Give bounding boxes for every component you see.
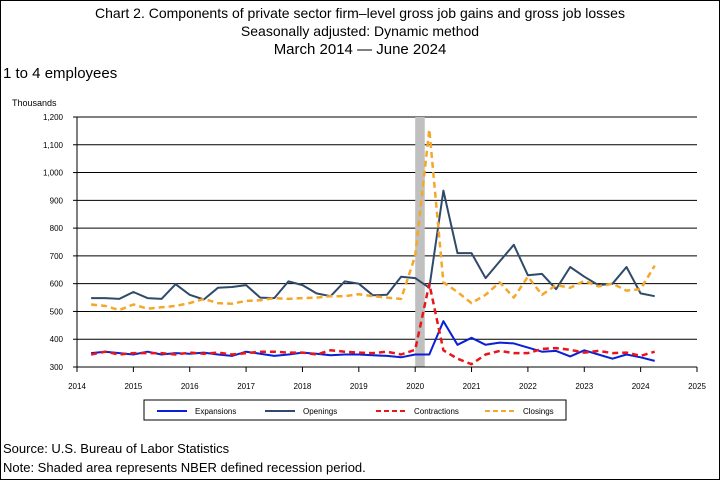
legend-label-expansions: Expansions: [195, 407, 236, 416]
series-line-closings: [90, 128, 656, 312]
series-line-contractions: [90, 282, 656, 366]
y-tick-label: 500: [50, 307, 64, 316]
legend: Expansions Openings Contractions Closings: [143, 399, 567, 421]
x-tick-label: 2024: [632, 382, 650, 391]
y-tick-label: 600: [50, 280, 64, 289]
x-tick-label: 2014: [68, 382, 86, 391]
recession-bar: [415, 117, 425, 367]
y-tick-label: 1,200: [43, 113, 64, 122]
x-tick-label: 2016: [181, 382, 199, 391]
legend-label-openings: Openings: [303, 407, 337, 416]
gridlines: [77, 116, 697, 368]
recession-shading: [415, 117, 425, 367]
x-tick-label: 2019: [350, 382, 368, 391]
series-line-openings: [91, 189, 655, 301]
chart-title-line2: Seasonally adjusted: Dynamic method: [240, 23, 480, 39]
y-tick-label: 700: [50, 252, 64, 261]
x-tick-label: 2018: [294, 382, 312, 391]
chart-subtitle: 1 to 4 employees: [3, 65, 118, 82]
x-tick-label: 2015: [124, 382, 142, 391]
x-tick-label: 2020: [406, 382, 424, 391]
x-tick-label: 2021: [463, 382, 481, 391]
chart-title-line3: March 2014 — June 2024: [273, 41, 447, 58]
x-tick-label: 2022: [519, 382, 537, 391]
y-tick-label: 1,100: [43, 141, 64, 150]
recession-note: Note: Shaded area represents NBER define…: [3, 460, 366, 475]
x-tick-label: 2025: [688, 382, 706, 391]
y-tick-label: 800: [50, 224, 64, 233]
legend-label-contractions: Contractions: [414, 407, 459, 416]
source-note: Source: U.S. Bureau of Labor Statistics: [3, 441, 230, 456]
chart-title: Chart 2. Components of private sector fi…: [95, 5, 625, 21]
y-tick-label: 900: [50, 196, 64, 205]
x-tick-label: 2023: [575, 382, 593, 391]
x-tick-label: 2017: [237, 382, 255, 391]
legend-box: [143, 399, 567, 421]
axes: 300 400 500 600 700 800 900 1,000 1,100 1,200 2014…: [43, 113, 706, 391]
legend-label-closings: Closings: [523, 407, 554, 416]
y-axis-units: Thousands: [12, 98, 57, 108]
y-tick-label: 300: [50, 363, 64, 372]
series-lines: [90, 128, 656, 366]
y-tick-label: 400: [50, 335, 64, 344]
y-tick-label: 1,000: [43, 169, 64, 178]
